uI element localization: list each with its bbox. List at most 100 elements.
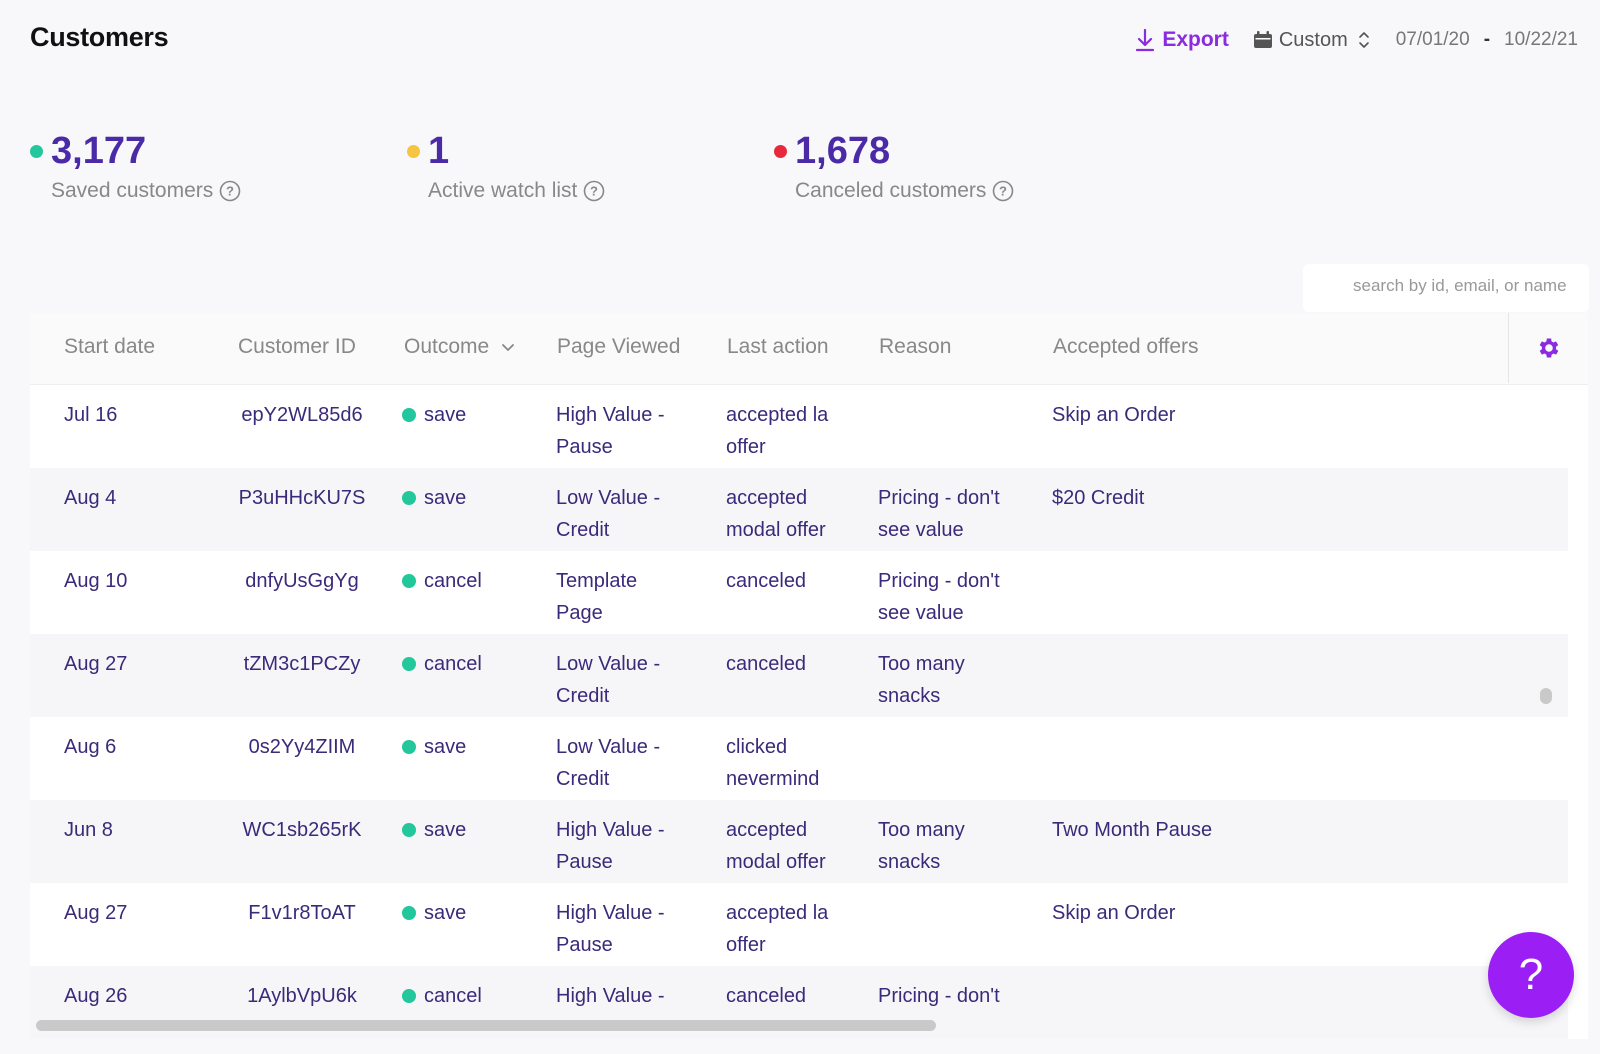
page-line-1: High Value - [556, 985, 665, 1007]
customers-table: Start date Customer ID Outcome Page View… [30, 313, 1588, 1039]
cell-outcome: cancel [402, 980, 482, 1012]
action-line-2: modal offer [726, 519, 826, 541]
cell-customer-id[interactable]: F1v1r8ToAT [248, 902, 356, 924]
page-line-1: High Value - [556, 404, 665, 426]
cell-accepted-offer: Two Month Pause [1052, 819, 1213, 841]
cell-page-viewed: Low Value - Credit [556, 648, 660, 712]
page-line-2: Credit [556, 768, 610, 790]
page-line-2: Pause [556, 436, 613, 458]
table-row[interactable]: Aug 4 P3uHHcKU7S save Low Value - Credit … [30, 468, 1568, 551]
help-circle-icon[interactable]: ? [583, 180, 605, 202]
cell-reason: Pricing - don't see value [878, 565, 1000, 629]
outcome-label: cancel [424, 985, 482, 1007]
stat-saved-customers: 3,177 Saved customers ? [30, 130, 241, 203]
help-circle-icon[interactable]: ? [219, 180, 241, 202]
gear-icon[interactable] [1536, 335, 1562, 361]
cell-customer-id[interactable]: dnfyUsGgYg [245, 570, 359, 592]
table-header: Start date Customer ID Outcome Page View… [30, 313, 1588, 385]
action-line-1: accepted la [726, 902, 829, 924]
summary-stats: 3,177 Saved customers ? 1 Active watch l… [30, 130, 1130, 220]
svg-text:?: ? [999, 184, 1007, 199]
cell-last-action: canceled [726, 980, 806, 1012]
table-body: Jul 16 epY2WL85d6 save High Value - Pause… [30, 385, 1568, 1039]
outcome-label: save [424, 736, 467, 758]
stat-label: Saved customers [51, 179, 214, 202]
page-line-1: Low Value - [556, 487, 661, 509]
outcome-dot [402, 657, 416, 671]
search-input[interactable] [1353, 276, 1589, 296]
action-line-1: canceled [726, 570, 807, 592]
reason-line-2: see value [878, 602, 964, 624]
outcome-dot [402, 823, 416, 837]
stat-label: Canceled customers [795, 179, 987, 202]
help-chat-button[interactable]: ? [1488, 932, 1574, 1018]
outcome-dot [402, 906, 416, 920]
cell-customer-id[interactable]: 1AylbVpU6k [247, 985, 357, 1007]
action-line-1: accepted la [726, 404, 829, 426]
help-circle-icon[interactable]: ? [992, 180, 1014, 202]
outcome-label: save [424, 404, 467, 426]
column-reason[interactable]: Reason [879, 335, 952, 358]
outcome-label: cancel [424, 653, 482, 675]
cell-outcome: save [402, 731, 466, 763]
cell-customer-id[interactable]: 0s2Yy4ZIIM [248, 736, 356, 758]
horizontal-scrollbar[interactable] [36, 1020, 936, 1031]
export-button[interactable]: Export [1134, 28, 1229, 52]
status-dot [407, 145, 420, 158]
outcome-dot [402, 574, 416, 588]
page-line-1: High Value - [556, 902, 665, 924]
page-line-2: Page [556, 602, 603, 624]
search-box [1303, 264, 1589, 312]
cell-last-action: accepted modal offer [726, 814, 826, 878]
column-customer-id[interactable]: Customer ID [238, 335, 356, 358]
cell-reason: Too many snacks [878, 648, 965, 712]
vertical-scrollbar[interactable] [1540, 688, 1552, 704]
table-row[interactable]: Jul 16 epY2WL85d6 save High Value - Pause… [30, 385, 1568, 468]
cell-customer-id[interactable]: P3uHHcKU7S [238, 487, 366, 509]
reason-line-2: see value [878, 519, 964, 541]
cell-customer-id[interactable]: epY2WL85d6 [241, 404, 363, 426]
cell-outcome: save [402, 399, 466, 431]
cell-last-action: canceled [726, 648, 806, 680]
stat-value: 1 [428, 130, 450, 172]
action-line-1: canceled [726, 653, 807, 675]
outcome-dot [402, 989, 416, 1003]
cell-start-date: Aug 4 [64, 487, 117, 509]
outcome-label: cancel [424, 570, 482, 592]
reason-line-1: Pricing - don't [878, 570, 1000, 592]
cell-reason: Pricing - don't see value [878, 482, 1000, 546]
column-outcome[interactable]: Outcome [404, 335, 515, 359]
svg-text:?: ? [226, 184, 234, 199]
cell-start-date: Aug 27 [64, 653, 128, 675]
table-row[interactable]: Aug 6 0s2Yy4ZIIM save Low Value - Credit … [30, 717, 1568, 800]
date-range-select[interactable]: Custom [1253, 29, 1370, 52]
column-start-date[interactable]: Start date [64, 335, 156, 358]
header-divider [1508, 313, 1509, 383]
cell-start-date: Jul 16 [64, 404, 118, 426]
cell-outcome: cancel [402, 648, 482, 680]
outcome-dot [402, 491, 416, 505]
date-end[interactable]: 10/22/21 [1504, 29, 1578, 50]
table-row[interactable]: Jun 8 WC1sb265rK save High Value - Pause … [30, 800, 1568, 883]
page-title: Customers [30, 22, 169, 52]
cell-last-action: canceled [726, 565, 806, 597]
cell-last-action: accepted la offer [726, 897, 828, 961]
cell-customer-id[interactable]: WC1sb265rK [242, 819, 362, 841]
column-accepted-offers[interactable]: Accepted offers [1053, 335, 1199, 358]
table-row[interactable]: Aug 27 tZM3c1PCZy cancel Low Value - Cred… [30, 634, 1568, 717]
cell-start-date: Aug 10 [64, 570, 128, 592]
cell-customer-id[interactable]: tZM3c1PCZy [243, 653, 361, 675]
date-start[interactable]: 07/01/20 [1395, 29, 1470, 50]
reason-line-1: Pricing - don't [878, 487, 1000, 509]
outcome-dot [402, 408, 416, 422]
table-row[interactable]: Aug 27 F1v1r8ToAT save High Value - Pause… [30, 883, 1568, 966]
column-page-viewed[interactable]: Page Viewed [557, 335, 681, 358]
table-row[interactable]: Aug 10 dnfyUsGgYg cancel Template Page ca… [30, 551, 1568, 634]
column-last-action[interactable]: Last action [727, 335, 829, 358]
cell-page-viewed: High Value - [556, 980, 665, 1012]
reason-line-2: snacks [878, 685, 941, 707]
date-range: 07/01/20 - 10/22/21 [1396, 29, 1578, 51]
cell-page-viewed: High Value - Pause [556, 399, 665, 463]
action-line-1: accepted [726, 819, 808, 841]
page-line-2: Credit [556, 685, 610, 707]
